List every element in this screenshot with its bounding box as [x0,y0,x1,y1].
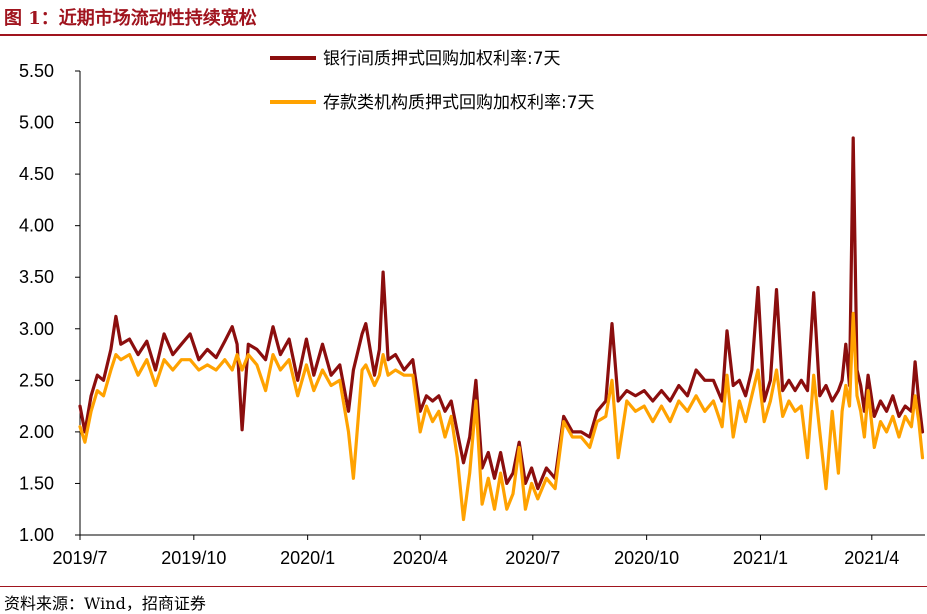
figure-title: 图 1：近期市场流动性持续宽松 [4,8,257,29]
x-tick-label: 2021/4 [844,548,899,568]
series-line-2 [78,311,925,522]
source-note: 资料来源：Wind，招商证券 [4,594,206,613]
y-tick-label: 3.00 [19,319,54,339]
y-tick-label: 4.00 [19,216,54,236]
x-tick-label: 2020/7 [505,548,560,568]
y-tick-label: 5.50 [19,61,54,81]
y-tick-label: 2.50 [19,370,54,390]
series-layer [78,136,925,522]
title-divider [0,34,927,36]
legend-label-2: 存款类机构质押式回购加权利率:7天 [323,93,595,113]
series-line-1 [78,136,925,491]
y-tick-label: 4.50 [19,164,54,184]
y-tick-label: 2.00 [19,422,54,442]
x-tick-label: 2020/1 [280,548,335,568]
x-tick-label: 2019/7 [52,548,107,568]
legend-label-1: 银行间质押式回购加权利率:7天 [323,49,561,69]
y-tick-label: 1.50 [19,473,54,493]
x-tick-label: 2019/10 [161,548,226,568]
x-tick-label: 2020/10 [614,548,679,568]
y-tick-label: 1.00 [19,525,54,545]
source-divider [0,586,927,587]
y-tick-label: 5.00 [19,113,54,133]
x-tick-label: 2020/4 [393,548,448,568]
x-tick-label: 2021/1 [733,548,788,568]
y-tick-label: 3.50 [19,267,54,287]
chart-axes: 1.00 1.50 2.00 2.50 3.00 3.50 4.00 4.50 5.00 5.50… [19,61,925,568]
